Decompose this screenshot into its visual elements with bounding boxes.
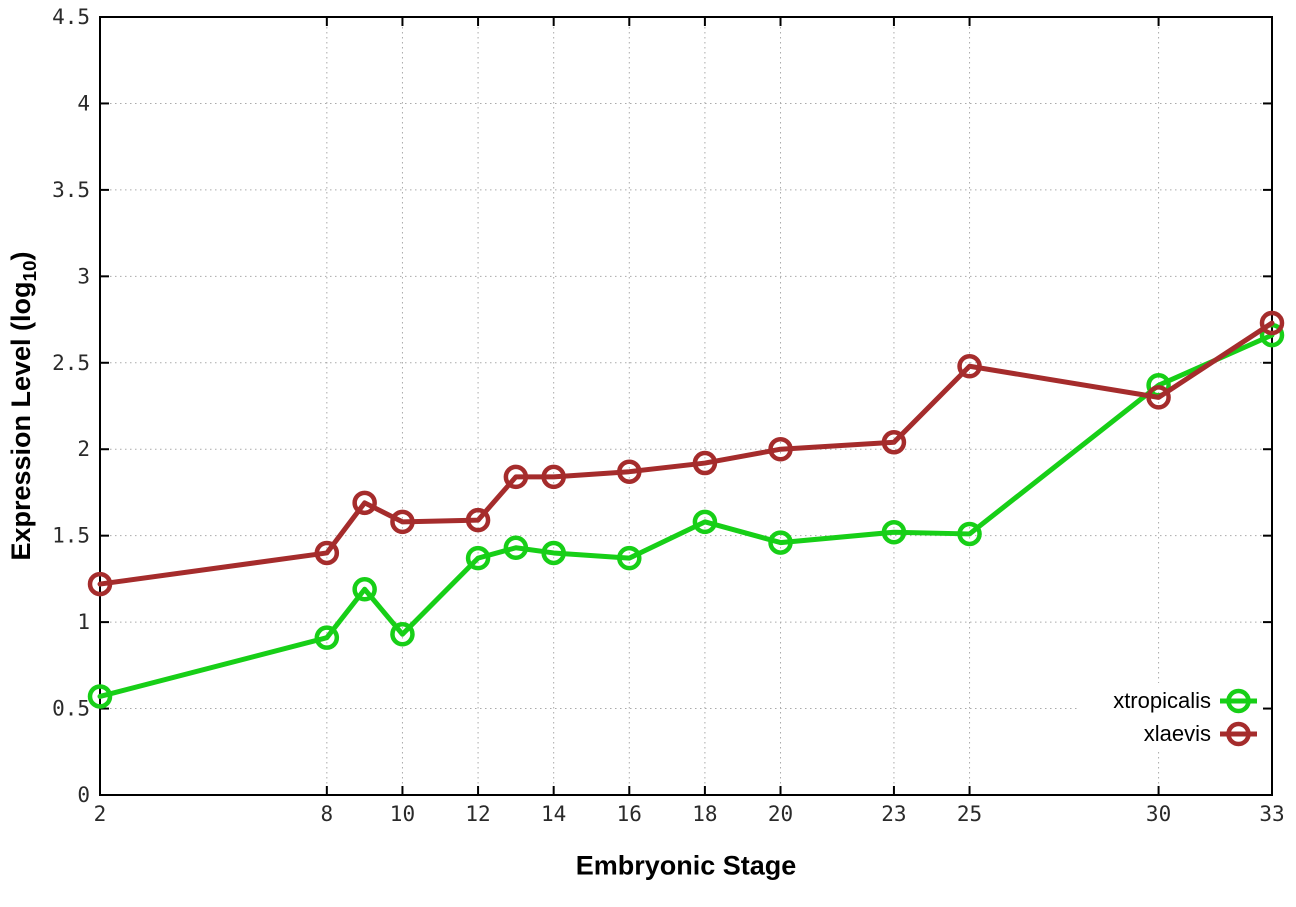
y-tick-labels: 0 0.5 1 1.5 2 2.5 3 3.5 4 4.5	[52, 5, 90, 807]
data-point-xlaevis-18	[692, 450, 718, 476]
plot-border	[99, 16, 1273, 796]
data-point-xtropicalis-23	[881, 519, 907, 545]
x-tick-label: 20	[768, 802, 793, 826]
x-tick-label: 14	[541, 802, 566, 826]
data-point-xlaevis-9	[352, 490, 377, 516]
x-axis-title: Embryonic Stage	[575, 850, 797, 881]
series-xlaevis	[87, 310, 1285, 597]
data-point-xlaevis-30	[1146, 385, 1171, 410]
y-tick-label: 0	[77, 783, 90, 807]
data-point-xtropicalis-13	[503, 535, 529, 561]
legend-background	[1078, 683, 1266, 751]
data-point-xlaevis-33	[1259, 310, 1285, 336]
y-tick-label: 3	[77, 264, 90, 288]
data-point-xtropicalis-16	[617, 545, 642, 571]
data-point-xlaevis-20	[768, 436, 793, 462]
y-tick-label: 4	[77, 91, 90, 115]
data-point-xlaevis-2	[87, 571, 113, 597]
x-tick-labels: 2 8 10 12 14 16 18 20 23 25 30 33	[94, 802, 1285, 826]
y-tick-label: 1	[77, 610, 90, 634]
y-axis-title-main: Expression Level (log	[5, 281, 36, 561]
data-point-xlaevis-16	[617, 459, 642, 484]
x-tick-label: 12	[465, 802, 490, 826]
y-axis-title: Expression Level (log10)	[6, 251, 42, 560]
gridlines	[100, 17, 1272, 795]
data-point-xlaevis-25	[957, 353, 982, 379]
y-tick-label: 1.5	[52, 524, 90, 548]
data-point-xlaevis-23	[881, 430, 907, 455]
y-tick-label: 3.5	[52, 178, 90, 202]
series-xtropicalis	[87, 322, 1285, 709]
series-line-xlaevis	[97, 320, 1275, 587]
x-tick-label: 18	[692, 802, 717, 826]
y-tick-label: 0.5	[52, 697, 90, 721]
legend-marker-xlaevis	[1226, 721, 1251, 747]
y-tick-label: 4.5	[52, 5, 90, 29]
x-tick-label: 33	[1259, 802, 1284, 826]
data-point-xtropicalis-8	[314, 625, 340, 650]
x-tick-label: 8	[321, 802, 334, 826]
x-tick-label: 23	[881, 802, 906, 826]
data-point-xlaevis-12	[465, 507, 491, 533]
x-tick-label: 2	[94, 802, 107, 826]
data-point-xtropicalis-10	[390, 621, 415, 647]
legend-label-xtropicalis: xtropicalis	[1113, 688, 1211, 713]
y-axis-title-subscript: 10	[20, 260, 42, 282]
y-tick-label: 2	[77, 437, 90, 461]
x-tick-label: 25	[957, 802, 982, 826]
y-tick-label: 2.5	[52, 351, 90, 375]
data-point-xtropicalis-14	[541, 540, 566, 566]
data-point-xtropicalis-9	[352, 577, 377, 602]
legend-label-xlaevis: xlaevis	[1143, 721, 1211, 746]
data-point-xtropicalis-18	[692, 509, 718, 535]
y-axis-title-close: )	[5, 251, 36, 261]
data-point-xlaevis-13	[503, 464, 529, 490]
data-point-xtropicalis-25	[957, 521, 982, 547]
x-tick-label: 30	[1146, 802, 1171, 826]
data-point-xtropicalis-12	[465, 545, 491, 571]
x-tick-label: 16	[617, 802, 642, 826]
legend-marker-xtropicalis	[1226, 688, 1251, 714]
legend-markers	[1220, 688, 1257, 747]
data-point-xlaevis-8	[314, 540, 340, 566]
data-point-xlaevis-14	[541, 464, 566, 490]
x-tick-label: 10	[390, 802, 415, 826]
data-point-xtropicalis-20	[768, 530, 793, 555]
tick-marks	[99, 16, 1273, 796]
data-point-xlaevis-10	[390, 509, 415, 535]
data-point-xtropicalis-2	[87, 684, 113, 709]
